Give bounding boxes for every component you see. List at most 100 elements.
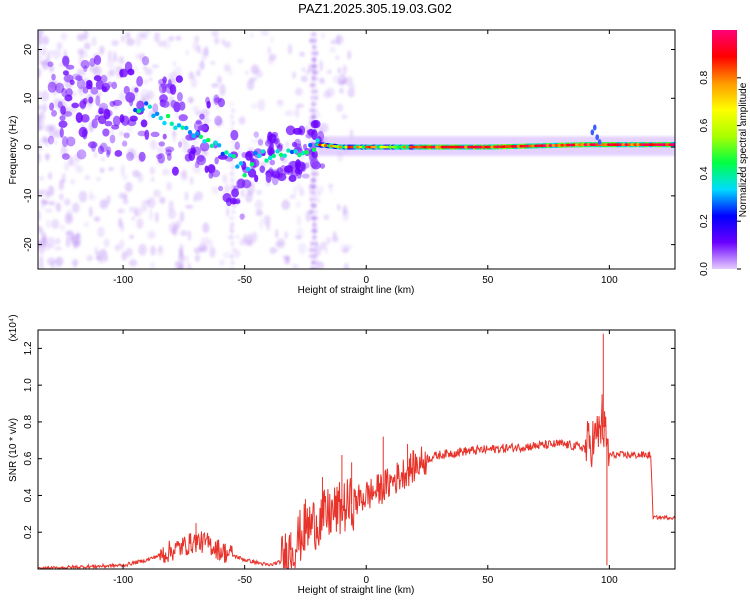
spectrogram-band-blob [228, 234, 235, 240]
spectrogram-noise-blob [137, 31, 147, 38]
spectrogram-flare [592, 124, 597, 131]
spectrogram-ridge-core [275, 149, 280, 154]
spectrogram-blob [119, 114, 125, 123]
spectrogram-noise-blob [119, 56, 125, 65]
spectrogram-noise-blob [190, 76, 198, 88]
spectrogram-band-blob [312, 107, 318, 113]
spectrogram-noise-blob [343, 262, 349, 269]
spectrogram-blob [82, 97, 88, 105]
snr-x-tick-label: 0 [363, 575, 369, 586]
spectrogram-noise-blob [41, 236, 48, 247]
spectrogram-band-blob [312, 253, 318, 259]
colorbar-tick-label: 0.0 [699, 262, 710, 276]
spectrogram-noise-blob [189, 176, 194, 186]
spectrogram-band-blob [311, 177, 317, 183]
spectrogram-noise-blob [320, 241, 328, 251]
spectrogram-noise-blob [218, 259, 225, 266]
spectrogram-noise-blob [347, 50, 352, 60]
spectrogram-blob [271, 174, 279, 186]
spectrogram-band-blob [314, 76, 318, 82]
spectrogram-blob [312, 119, 321, 129]
spectrogram-blob [303, 143, 308, 150]
spectrogram-blob [162, 133, 167, 140]
spectrogram-blob [184, 153, 192, 162]
spectrogram-band-blob [231, 120, 235, 126]
spectrogram-blob [72, 73, 81, 80]
spectrogram-noise-blob [73, 240, 81, 248]
spectrogram-blob [89, 57, 96, 67]
spectrogram-noise-blob [98, 144, 107, 152]
spectrogram-band-blob [312, 260, 319, 266]
spectrogram-noise-blob [55, 202, 62, 212]
spectrogram-blob [95, 95, 101, 107]
spectrogram-noise-blob [219, 83, 226, 96]
spectrogram-blob [141, 56, 150, 66]
colorbar-tick-label: 0.4 [699, 166, 710, 180]
spectrogram-noise-blob [337, 67, 342, 74]
spectrogram-noise-blob [124, 181, 133, 193]
spectrogram-blob [233, 185, 240, 191]
spectrogram-noise-blob [336, 35, 341, 46]
spectrogram-blob [93, 75, 102, 82]
spectrogram-noise-blob [100, 156, 105, 162]
spectrogram-noise-blob [194, 35, 200, 43]
colorbar-label: Normalized spectral amplitude [738, 82, 749, 217]
spectrogram-noise-blob [133, 66, 138, 73]
chart-title: PAZ1.2025.305.19.03.G02 [298, 1, 452, 16]
spectrogram-band-blob [231, 146, 237, 152]
spectrogram-x-label: Height of straight line (km) [298, 285, 415, 296]
spectrogram-noise-blob [38, 39, 43, 45]
spectrogram-noise-blob [88, 206, 93, 218]
spectrogram-band-blob [229, 101, 234, 107]
spectrogram-noise-blob [54, 139, 58, 146]
spectrogram-noise-blob [296, 215, 302, 227]
spectrogram-noise-blob [46, 219, 51, 229]
spectrogram-noise-blob [78, 190, 88, 203]
spectrogram-blob [112, 99, 123, 107]
spectrogram-noise-blob [143, 65, 147, 71]
spectrogram-noise-blob [99, 45, 105, 54]
spectrogram-noise-blob [257, 137, 264, 143]
spectrogram-noise-blob [185, 204, 194, 209]
spectrogram-blob [83, 65, 88, 73]
spectrogram-band-blob [313, 266, 318, 269]
spectrogram-noise-blob [342, 64, 348, 75]
spectrogram-band-blob [314, 171, 319, 177]
spectrogram-blob [239, 213, 245, 220]
spectrogram-ridge-core [242, 172, 247, 178]
spectrogram-noise-blob [166, 182, 172, 191]
spectrogram-blob [285, 125, 296, 136]
spectrogram-band-blob [231, 139, 235, 145]
spectrogram-noise-blob [149, 261, 156, 269]
spectrogram-blob [178, 114, 188, 122]
spectrogram-noise-blob [294, 106, 300, 119]
spectrogram-blob [213, 94, 220, 105]
spectrogram-noise-blob [214, 37, 220, 45]
spectrogram-blob [57, 101, 63, 109]
spectrogram-blob [69, 79, 75, 86]
spectrogram-blob [162, 76, 167, 84]
spectrogram-blob [161, 100, 170, 108]
spectrogram-blob [237, 178, 246, 189]
spectrogram-noise-blob [48, 201, 56, 206]
spectrogram-ridge-core [224, 150, 229, 155]
spectrogram-blob [75, 112, 83, 123]
spectrogram-noise-blob [131, 216, 135, 221]
snr-x-label: Height of straight line (km) [298, 585, 415, 596]
spectrogram-noise-blob [153, 31, 161, 43]
spectrogram-y-label: Frequency (Hz) [8, 116, 19, 185]
spectrogram-noise-blob [38, 67, 42, 78]
spectrogram-noise-blob [103, 238, 110, 248]
spectrogram-blob [211, 169, 221, 178]
spectrogram-blob [97, 115, 107, 125]
spectrogram-ridge-core [231, 153, 236, 159]
spectrogram-noise-blob [107, 50, 112, 61]
spectrogram-blob [291, 141, 298, 148]
spectrogram-noise-blob [250, 139, 259, 144]
spectrogram-noise-blob [119, 238, 125, 251]
spectrogram-blob [230, 129, 239, 141]
spectrogram-band-blob [311, 171, 316, 177]
spectrogram-band-blob [313, 50, 319, 56]
spectrogram-noise-blob [341, 114, 348, 120]
spectrogram-blob [294, 138, 302, 148]
